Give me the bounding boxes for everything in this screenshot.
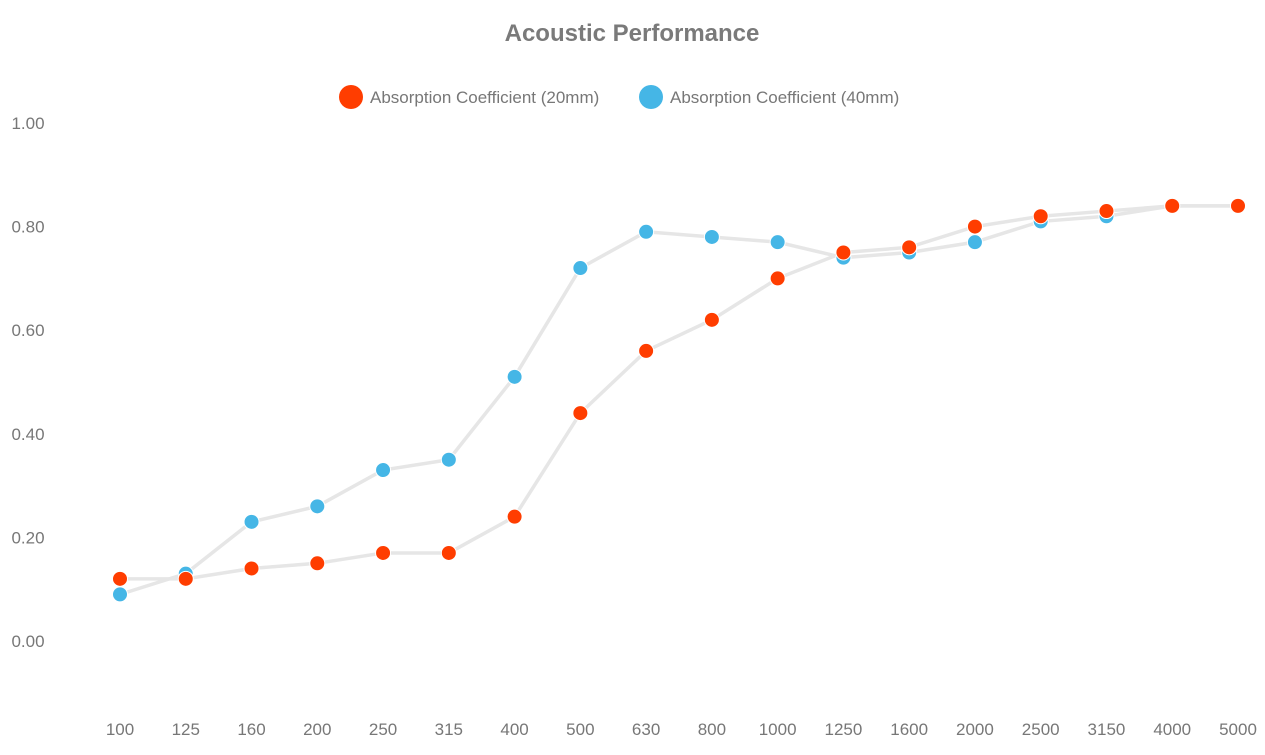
data-point[interactable] <box>177 570 194 587</box>
x-tick-label: 630 <box>632 720 660 739</box>
legend-marker <box>639 85 663 109</box>
data-point[interactable] <box>375 462 392 479</box>
legend-item[interactable]: Absorption Coefficient (40mm) <box>639 85 899 109</box>
x-tick-label: 100 <box>106 720 134 739</box>
x-tick-label: 800 <box>698 720 726 739</box>
data-point[interactable] <box>703 228 720 245</box>
data-point[interactable] <box>572 405 589 422</box>
series-points <box>112 197 1246 603</box>
legend-marker <box>339 85 363 109</box>
data-point[interactable] <box>309 555 326 572</box>
data-point[interactable] <box>572 260 589 277</box>
y-tick-label: 0.40 <box>11 425 44 444</box>
legend-item[interactable]: Absorption Coefficient (20mm) <box>339 85 599 109</box>
x-tick-label: 400 <box>500 720 528 739</box>
x-tick-label: 1600 <box>890 720 928 739</box>
x-tick-label: 160 <box>237 720 265 739</box>
y-tick-label: 0.00 <box>11 632 44 651</box>
x-tick-label: 1250 <box>824 720 862 739</box>
series-line <box>119 204 1238 597</box>
data-point[interactable] <box>1164 197 1181 214</box>
x-tick-label: 2000 <box>956 720 994 739</box>
y-tick-label: 1.00 <box>11 114 44 133</box>
data-point[interactable] <box>638 223 655 240</box>
data-point[interactable] <box>1032 208 1049 225</box>
y-axis: 0.00 0.20 0.40 0.60 0.80 1.00 <box>11 114 44 651</box>
data-point[interactable] <box>112 586 128 603</box>
x-tick-label: 315 <box>435 720 463 739</box>
data-point[interactable] <box>703 311 720 328</box>
legend: Absorption Coefficient (20mm) Absorption … <box>339 85 899 109</box>
x-tick-label: 1000 <box>759 720 797 739</box>
chart-title: Acoustic Performance <box>505 20 760 47</box>
data-point[interactable] <box>638 342 655 359</box>
x-tick-label: 4000 <box>1153 720 1191 739</box>
data-point[interactable] <box>835 244 852 261</box>
data-point[interactable] <box>506 508 523 525</box>
data-point[interactable] <box>1098 203 1115 220</box>
data-point[interactable] <box>506 368 523 385</box>
series-line <box>120 204 1238 581</box>
x-tick-label: 500 <box>566 720 594 739</box>
x-tick-label: 200 <box>303 720 331 739</box>
data-point[interactable] <box>112 570 128 587</box>
data-point[interactable] <box>440 451 457 468</box>
data-point[interactable] <box>769 234 786 251</box>
legend-label: Absorption Coefficient (20mm) <box>370 88 599 107</box>
data-point[interactable] <box>966 218 983 235</box>
legend-label: Absorption Coefficient (40mm) <box>670 88 899 107</box>
x-tick-label: 250 <box>369 720 397 739</box>
x-tick-label: 125 <box>172 720 200 739</box>
data-point[interactable] <box>966 234 983 251</box>
data-point[interactable] <box>375 544 392 561</box>
y-tick-label: 0.60 <box>11 321 44 340</box>
series-lines <box>119 204 1238 597</box>
x-tick-label: 2500 <box>1022 720 1060 739</box>
x-tick-label: 3150 <box>1088 720 1126 739</box>
data-point[interactable] <box>769 270 786 287</box>
y-tick-label: 0.20 <box>11 528 44 547</box>
x-axis: 100 125 160 200 250 315 400 500 630 800 1000 1250 16… <box>106 720 1257 739</box>
data-point[interactable] <box>243 513 260 530</box>
data-point[interactable] <box>901 239 918 256</box>
data-point[interactable] <box>243 560 260 577</box>
y-tick-label: 0.80 <box>11 218 44 237</box>
data-point[interactable] <box>440 544 457 561</box>
data-point[interactable] <box>309 498 326 515</box>
data-point[interactable] <box>1230 197 1246 214</box>
x-tick-label: 5000 <box>1219 720 1257 739</box>
